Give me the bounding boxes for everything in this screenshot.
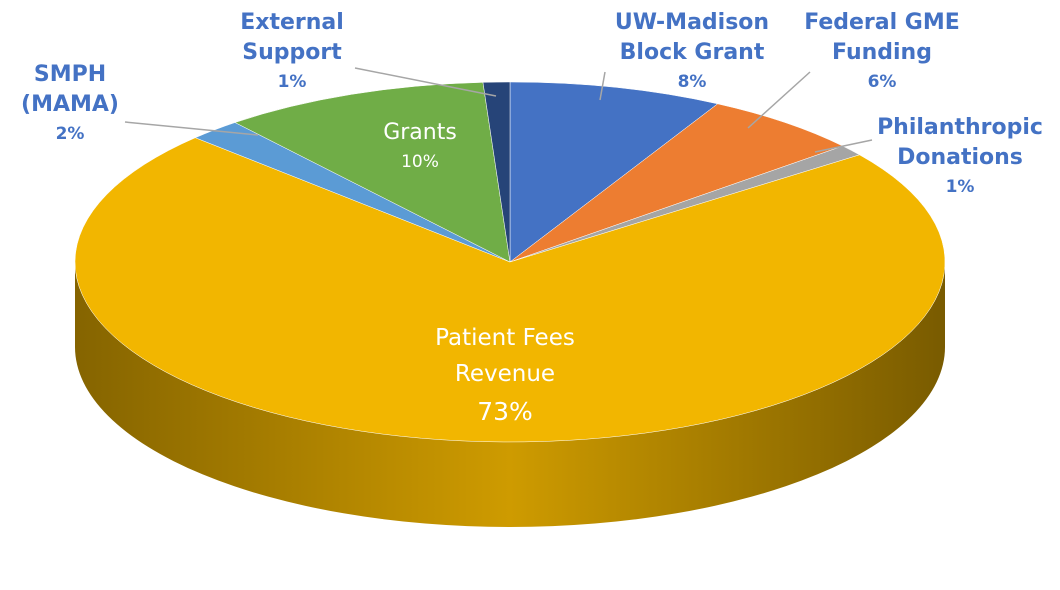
slice-side (75, 262, 945, 527)
leader-line (599, 71, 606, 101)
value-label: 2% (55, 124, 85, 144)
value-label: 1% (945, 177, 975, 197)
value-label: 8% (677, 72, 707, 92)
slice-label: Federal GME Funding 6% (787, 8, 977, 96)
category-label: External Support (240, 10, 344, 65)
slice-label: SMPH (MAMA) 2% (0, 60, 145, 148)
slice (74, 137, 946, 443)
slice-label: External Support 1% (212, 8, 372, 96)
leader-line (354, 67, 497, 97)
slice (482, 81, 511, 263)
category-label: Philanthropic Donations (877, 115, 1043, 170)
category-label: Grants (383, 120, 457, 145)
category-label: Federal GME Funding (804, 10, 960, 65)
category-label: UW-Madison Block Grant (614, 10, 770, 65)
slice (509, 81, 719, 263)
slice-label: UW-Madison Block Grant 8% (592, 8, 792, 96)
value-label: 10% (401, 152, 439, 172)
value-label: 73% (477, 397, 533, 426)
leader-line (747, 71, 811, 129)
value-label: 6% (867, 72, 897, 92)
leader-line (814, 139, 873, 153)
leader-line (124, 121, 259, 136)
slice (509, 103, 844, 263)
slice-label: Patient Fees Revenue 73% (395, 320, 615, 432)
category-label: Patient Fees Revenue (435, 325, 575, 387)
category-label: SMPH (MAMA) (21, 62, 119, 117)
slice-label: Grants 10% (360, 118, 480, 176)
value-label: 1% (277, 72, 307, 92)
slice-label: Philanthropic Donations 1% (865, 113, 1055, 201)
slice (234, 82, 511, 263)
